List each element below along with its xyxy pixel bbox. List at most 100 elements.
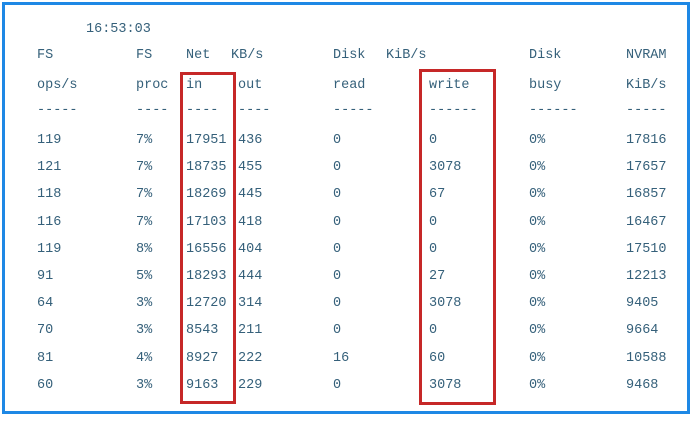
- header1-disk-busy: Disk: [529, 48, 562, 63]
- cell-fs-ops: 119: [37, 242, 62, 257]
- cell-net-in: 8543: [186, 323, 219, 338]
- cell-disk-write: 60: [429, 351, 446, 366]
- cell-disk-read: 0: [333, 187, 342, 202]
- cell-fs-proc: 5%: [136, 269, 153, 284]
- separator: ------: [429, 103, 478, 118]
- cell-disk-busy: 0%: [529, 160, 546, 175]
- cell-nvram: 17657: [626, 160, 667, 175]
- cell-disk-write: 67: [429, 187, 446, 202]
- timestamp: 16:53:03: [86, 22, 151, 37]
- cell-net-out: 436: [238, 133, 263, 148]
- header2-disk-busy: busy: [529, 78, 562, 93]
- cell-fs-proc: 7%: [136, 133, 153, 148]
- cell-nvram: 16857: [626, 187, 667, 202]
- cell-fs-ops: 121: [37, 160, 62, 175]
- separator: ------: [529, 103, 578, 118]
- cell-fs-ops: 64: [37, 296, 54, 311]
- cell-net-in: 17951: [186, 133, 227, 148]
- cell-net-in: 18735: [186, 160, 227, 175]
- cell-net-in: 12720: [186, 296, 227, 311]
- cell-disk-busy: 0%: [529, 133, 546, 148]
- cell-nvram: 17816: [626, 133, 667, 148]
- cell-net-out: 211: [238, 323, 263, 338]
- cell-net-in: 8927: [186, 351, 219, 366]
- separator: ----: [136, 103, 169, 118]
- cell-fs-proc: 7%: [136, 187, 153, 202]
- cell-disk-write: 27: [429, 269, 446, 284]
- cell-nvram: 12213: [626, 269, 667, 284]
- cell-net-out: 455: [238, 160, 263, 175]
- header2-fs: ops/s: [37, 78, 78, 93]
- header2-disk: read: [333, 78, 366, 93]
- separator: -----: [333, 103, 374, 118]
- cell-fs-proc: 3%: [136, 296, 153, 311]
- cell-net-out: 222: [238, 351, 263, 366]
- cell-net-out: 445: [238, 187, 263, 202]
- cell-disk-write: 3078: [429, 296, 462, 311]
- cell-disk-write: 0: [429, 215, 438, 230]
- cell-disk-read: 0: [333, 269, 342, 284]
- cell-fs-proc: 4%: [136, 351, 153, 366]
- separator: -----: [626, 103, 667, 118]
- cell-disk-read: 0: [333, 242, 342, 257]
- cell-disk-read: 0: [333, 215, 342, 230]
- cell-nvram: 9664: [626, 323, 659, 338]
- cell-net-in: 9163: [186, 378, 219, 393]
- cell-net-in: 18269: [186, 187, 227, 202]
- cell-fs-proc: 7%: [136, 160, 153, 175]
- header2-fs-proc: proc: [136, 78, 169, 93]
- cell-fs-proc: 3%: [136, 323, 153, 338]
- cell-net-out: 404: [238, 242, 263, 257]
- cell-disk-busy: 0%: [529, 187, 546, 202]
- cell-disk-busy: 0%: [529, 296, 546, 311]
- cell-nvram: 10588: [626, 351, 667, 366]
- header2-nvram: KiB/s: [626, 78, 667, 93]
- cell-disk-busy: 0%: [529, 351, 546, 366]
- cell-disk-read: 16: [333, 351, 350, 366]
- cell-fs-ops: 60: [37, 378, 54, 393]
- cell-net-in: 18293: [186, 269, 227, 284]
- cell-net-out: 229: [238, 378, 263, 393]
- cell-nvram: 16467: [626, 215, 667, 230]
- header1-net: Net: [186, 48, 211, 63]
- cell-fs-ops: 119: [37, 133, 62, 148]
- separator: -----: [37, 103, 78, 118]
- disk-write-highlight-box: [419, 69, 496, 405]
- cell-disk-busy: 0%: [529, 242, 546, 257]
- header1-disk: Disk: [333, 48, 366, 63]
- header1-fs: FS: [37, 48, 54, 63]
- cell-fs-ops: 70: [37, 323, 54, 338]
- cell-net-in: 17103: [186, 215, 227, 230]
- cell-nvram: 9405: [626, 296, 659, 311]
- header2-kbs: out: [238, 78, 263, 93]
- header1-kbs: KB/s: [231, 48, 264, 63]
- separator: ----: [186, 103, 219, 118]
- cell-nvram: 9468: [626, 378, 659, 393]
- cell-fs-proc: 7%: [136, 215, 153, 230]
- cell-net-out: 418: [238, 215, 263, 230]
- cell-fs-ops: 81: [37, 351, 54, 366]
- cell-disk-read: 0: [333, 160, 342, 175]
- cell-fs-proc: 3%: [136, 378, 153, 393]
- cell-disk-read: 0: [333, 378, 342, 393]
- terminal-output-frame: [2, 2, 690, 414]
- cell-nvram: 17510: [626, 242, 667, 257]
- cell-net-in: 16556: [186, 242, 227, 257]
- cell-disk-read: 0: [333, 323, 342, 338]
- cell-disk-write: 3078: [429, 378, 462, 393]
- cell-disk-busy: 0%: [529, 323, 546, 338]
- cell-disk-write: 3078: [429, 160, 462, 175]
- cell-fs-ops: 118: [37, 187, 62, 202]
- header1-kibs: KiB/s: [386, 48, 427, 63]
- cell-disk-write: 0: [429, 242, 438, 257]
- cell-fs-proc: 8%: [136, 242, 153, 257]
- cell-net-out: 314: [238, 296, 263, 311]
- cell-fs-ops: 116: [37, 215, 62, 230]
- separator: ----: [238, 103, 271, 118]
- cell-disk-write: 0: [429, 133, 438, 148]
- header2-net: in: [186, 78, 203, 93]
- cell-disk-write: 0: [429, 323, 438, 338]
- header2-write: write: [429, 78, 470, 93]
- cell-fs-ops: 91: [37, 269, 54, 284]
- cell-disk-busy: 0%: [529, 215, 546, 230]
